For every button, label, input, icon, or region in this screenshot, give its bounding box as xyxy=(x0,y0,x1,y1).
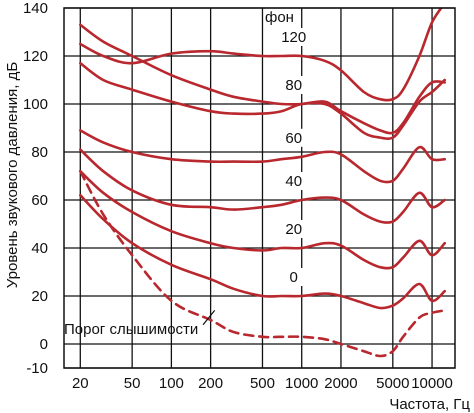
curves xyxy=(79,8,446,358)
x-tick-label: 2000 xyxy=(324,375,357,392)
tick-labels: 20 50 100 200 500 1000 2000 5000 10000-100204060… xyxy=(23,0,453,392)
curve-label-40: 40 xyxy=(285,173,302,190)
phon-curve-20 xyxy=(79,169,446,270)
phon-curve-80 xyxy=(79,61,446,140)
x-tick-label: 200 xyxy=(198,375,223,392)
y-tick-label: 100 xyxy=(23,96,48,113)
y-tick-label: 120 xyxy=(23,48,48,65)
curve-label-120: 120 xyxy=(281,29,306,46)
unit-label: фон xyxy=(265,9,294,26)
threshold-leader-line xyxy=(202,310,216,326)
curve-label-bg xyxy=(276,172,311,190)
curve-label-bg xyxy=(276,220,311,238)
threshold-annotation: Порог слышимости xyxy=(64,321,198,338)
curve-label-0: 0 xyxy=(290,269,298,286)
curve-label-60: 60 xyxy=(285,130,302,147)
y-tick-label: 80 xyxy=(31,144,48,161)
x-tick-label: 10000 xyxy=(411,375,453,392)
y-tick-label: 0 xyxy=(40,336,48,353)
phon-curve-0 xyxy=(79,193,446,310)
curve-label-bg xyxy=(276,128,311,147)
x-axis-label: Частота, Гц xyxy=(389,396,470,413)
x-tick-label: 1000 xyxy=(285,375,318,392)
curve-label-bg xyxy=(276,76,311,94)
x-tick-label: 50 xyxy=(124,375,141,392)
x-tick-label: 20 xyxy=(72,375,89,392)
y-axis-label: Уровень звукового давления, дБ xyxy=(4,62,21,289)
x-tick-label: 100 xyxy=(159,375,184,392)
y-tick-label: 140 xyxy=(23,0,48,17)
phon-curve-60 xyxy=(79,129,446,184)
curve-label-bg xyxy=(276,268,311,286)
curve-label-20: 20 xyxy=(285,221,302,238)
y-tick-label: -10 xyxy=(26,360,48,377)
phon-curve-120 xyxy=(79,8,443,102)
y-tick-label: 20 xyxy=(31,288,48,305)
x-tick-label: 5000 xyxy=(376,375,409,392)
y-tick-label: 60 xyxy=(31,192,48,209)
x-tick-label: 500 xyxy=(250,375,275,392)
curve-label-80: 80 xyxy=(285,77,302,94)
phon-curve-40 xyxy=(79,148,446,224)
plot-frame xyxy=(63,7,456,369)
curve-labels: 120100806040200 xyxy=(276,28,311,286)
curve-label-bg xyxy=(276,28,311,46)
hearing-threshold-curve xyxy=(79,169,446,358)
y-tick-label: 40 xyxy=(31,240,48,257)
